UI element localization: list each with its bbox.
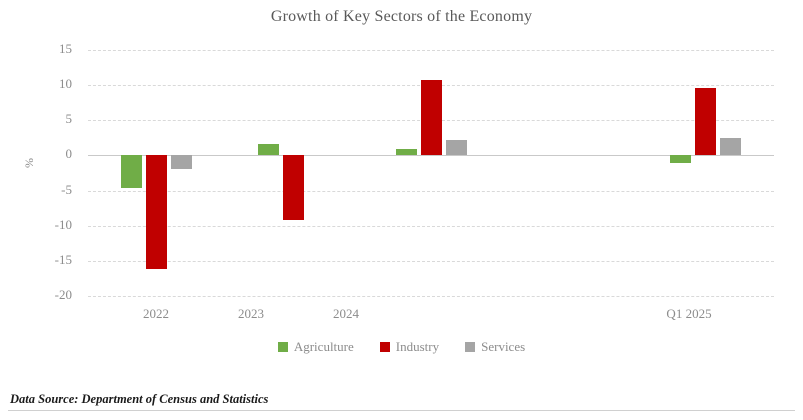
x-tick-label-2024: 2024	[333, 306, 359, 321]
y-tick-label: -20	[54, 287, 72, 302]
chart-legend: Agriculture Industry Services	[0, 339, 803, 355]
y-axis-tick-labels: 15 10 5 0 -5 -10 -15 -20	[0, 41, 80, 302]
bar-services-2024[interactable]	[445, 139, 467, 156]
bar-industry-Q1 2025[interactable]	[694, 87, 716, 156]
y-tick-label: 15	[59, 41, 72, 56]
gridline-15	[88, 50, 774, 51]
plot-area	[88, 50, 774, 297]
bar-agriculture-2023[interactable]	[258, 144, 280, 156]
legend-item-agriculture[interactable]: Agriculture	[277, 339, 354, 355]
bar-agriculture-2024[interactable]	[395, 149, 417, 156]
gridline-neg15	[88, 261, 774, 262]
gridline-neg5	[88, 191, 774, 192]
y-tick-label: -15	[54, 252, 72, 267]
bar-industry-2024[interactable]	[420, 79, 442, 156]
legend-swatch-icon	[379, 342, 390, 352]
y-tick-label: 10	[59, 76, 72, 91]
y-tick-label: -10	[54, 217, 72, 232]
x-axis-tick-labels: 2022 2023 2024 Q1 2025	[88, 306, 774, 330]
bar-agriculture-2022[interactable]	[121, 155, 143, 188]
y-tick-label: 5	[65, 111, 73, 126]
footer-divider	[8, 410, 795, 411]
gridline-neg10	[88, 226, 774, 227]
bar-services-Q1 2025[interactable]	[719, 137, 741, 156]
data-source-note: Data Source: Department of Census and St…	[10, 392, 269, 406]
legend-item-services[interactable]: Services	[465, 339, 525, 355]
bar-agriculture-Q1 2025[interactable]	[669, 155, 691, 164]
legend-swatch-icon	[465, 342, 476, 352]
bar-industry-2023[interactable]	[283, 155, 305, 221]
chart-title: Growth of Key Sectors of the Economy	[270, 8, 533, 25]
legend-label: Industry	[395, 339, 440, 354]
x-tick-label-2023: 2023	[238, 306, 264, 321]
legend-label: Agriculture	[293, 339, 354, 354]
legend-swatch-icon	[277, 342, 288, 352]
legend-label: Services	[481, 339, 526, 354]
gridline-neg20	[88, 296, 774, 297]
bar-industry-2022[interactable]	[146, 155, 168, 270]
bars-layer	[88, 50, 774, 296]
bar-services-2022[interactable]	[171, 155, 193, 170]
x-tick-label-q1-2025: Q1 2025	[666, 306, 712, 321]
gridline-0	[88, 155, 774, 156]
legend-item-industry[interactable]: Industry	[379, 339, 440, 355]
y-tick-label: -5	[61, 182, 72, 197]
x-tick-label-2022: 2022	[143, 306, 169, 321]
y-tick-label: 0	[65, 146, 73, 161]
